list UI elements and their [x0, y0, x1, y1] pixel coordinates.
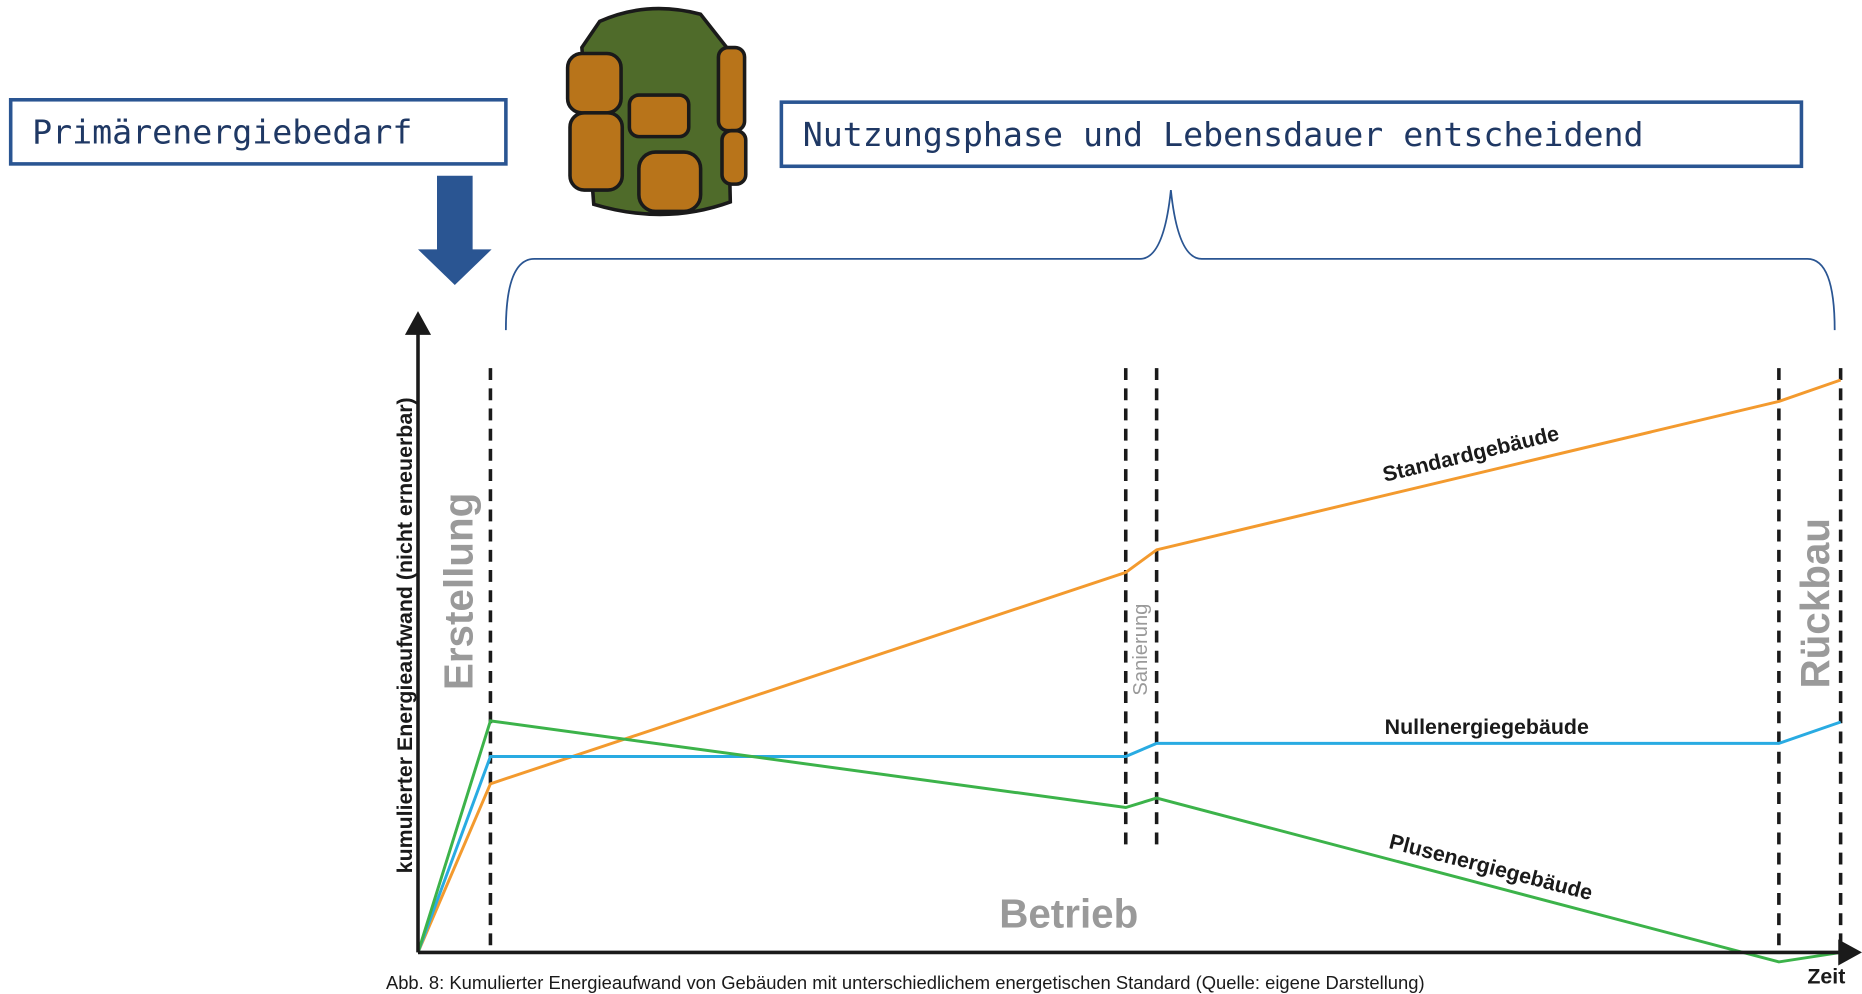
phase-label: Sanierung — [1130, 604, 1152, 696]
phase-label: Betrieb — [999, 890, 1138, 936]
x-axis-label: Zeit — [1807, 964, 1845, 988]
caption: Abb. 8: Kumulierter Energieaufwand von G… — [386, 972, 1425, 993]
phase-dividers — [488, 368, 1843, 951]
down-arrow — [418, 175, 492, 286]
plus-line — [416, 719, 1841, 964]
standard-line — [416, 378, 1842, 953]
right-box — [779, 100, 1804, 169]
y-axis-arrow — [404, 311, 432, 335]
line-label: Standardgebäude — [1380, 421, 1561, 486]
zero-line — [416, 720, 1842, 953]
phase-label: Rückbau — [1792, 518, 1838, 688]
line-label: Nullenergiegebäude — [1385, 715, 1589, 739]
brace — [504, 189, 1836, 331]
right-box-label: Nutzungsphase und Lebensdauer entscheide… — [803, 115, 1644, 154]
left-box — [8, 98, 508, 166]
phase-label: Erstellung — [436, 493, 482, 690]
y-axis-label: kumulierter Energieaufwand (nicht erneue… — [393, 397, 417, 873]
x-axis-arrow — [1838, 939, 1862, 966]
left-box-label: Primärenergiebedarf — [32, 113, 412, 152]
backpack — [565, 6, 748, 217]
